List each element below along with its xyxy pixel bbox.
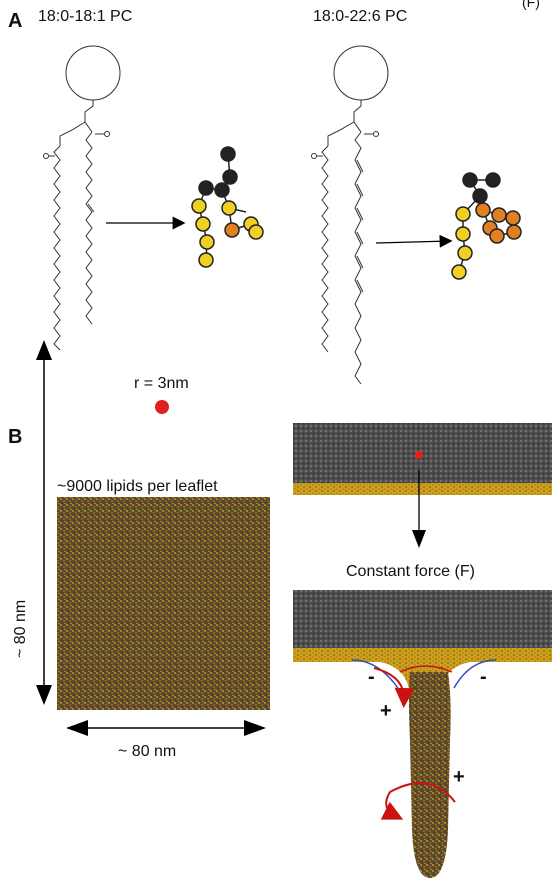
negative-curvature-left: [351, 659, 399, 689]
membrane-side-view-tube: [293, 590, 552, 648]
panel-a-letter: A: [8, 10, 23, 32]
bead: [475, 202, 491, 218]
bead: [224, 222, 240, 238]
corner-mark: (F): [522, 0, 540, 10]
bead: [506, 224, 522, 240]
lipid-1-name: 18:0-18:1 PC: [38, 8, 133, 25]
plus-sign-tube: +: [453, 766, 465, 788]
bead: [472, 188, 488, 204]
membrane-tube: [409, 672, 451, 878]
plus-sign-neck: +: [380, 700, 392, 722]
bead: [191, 198, 207, 214]
pull-down-arrowhead: [412, 530, 426, 548]
bead: [457, 245, 473, 261]
headgroup-circle-1: [65, 45, 121, 101]
bead: [222, 169, 238, 185]
bead: [248, 224, 264, 240]
negative-curvature-right: [453, 659, 497, 689]
width-arrowhead-right: [244, 720, 266, 736]
bead: [198, 252, 214, 268]
cg-model-lipid-2: [451, 172, 522, 280]
minus-sign-left: -: [368, 666, 375, 688]
neck-red-arc: [399, 665, 453, 673]
minus-sign-right: -: [480, 666, 487, 688]
height-arrowhead-bottom: [36, 685, 52, 705]
linker-1: [59, 100, 94, 146]
bead: [505, 210, 521, 226]
bead: [485, 172, 501, 188]
width-arrowhead-left: [66, 720, 88, 736]
saturated-tail-1: [53, 145, 61, 351]
bead: [220, 146, 236, 162]
panel-b-letter: B: [8, 426, 23, 448]
bead: [455, 226, 471, 242]
lipid-2-name: 18:0-22:6 PC: [313, 8, 408, 25]
tube-red-arc: [380, 782, 456, 820]
polyunsaturated-tail-2: [354, 131, 362, 385]
membrane-top-view: [57, 497, 270, 710]
height-arrowhead-top: [36, 340, 52, 360]
width-label: ~ 80 nm: [118, 743, 177, 760]
bead: [221, 200, 237, 216]
bead: [451, 264, 467, 280]
force-label: Constant force (F): [346, 563, 475, 580]
unsaturated-tail-1: [85, 131, 93, 325]
inclusion-red-dot: [155, 400, 169, 414]
saturated-tail-2: [321, 145, 329, 353]
lipid-1-structure: [43, 45, 121, 351]
membrane-edge-flat: [293, 483, 552, 495]
bead: [455, 206, 471, 222]
bead: [489, 228, 505, 244]
bead: [214, 182, 230, 198]
cg-model-lipid-1: [191, 146, 264, 268]
lipid-2-structure: [311, 45, 389, 385]
bead: [462, 172, 478, 188]
bead: [198, 180, 214, 196]
lipids-per-leaflet-label: ~9000 lipids per leaflet: [57, 478, 218, 495]
radius-label: r = 3nm: [134, 375, 189, 392]
bead: [199, 234, 215, 250]
bead: [195, 216, 211, 232]
bead: [491, 207, 507, 223]
linker-1b: [84, 121, 93, 133]
arrow-lipid-2: [375, 234, 453, 248]
inclusion-side-flat: [415, 451, 423, 459]
headgroup-circle-2: [333, 45, 389, 101]
neck-red-arrow: [373, 667, 415, 708]
